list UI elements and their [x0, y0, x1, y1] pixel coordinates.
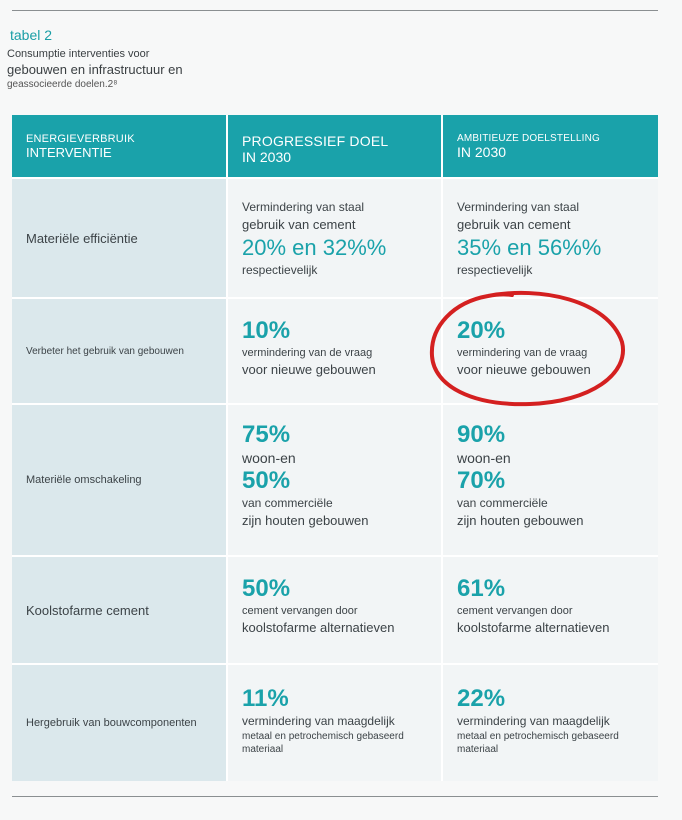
header-intervention-line2: INTERVENTIE	[26, 145, 112, 160]
header-ambitious-line2: IN 2030	[457, 144, 507, 160]
cell-text-1: Vermindering van staal	[457, 200, 580, 214]
cell-text-1: Vermindering van staal	[242, 200, 365, 214]
red-circle-annotation	[429, 290, 626, 407]
bottom-divider	[12, 796, 658, 797]
cell-value: 20%	[457, 317, 506, 344]
cell-value: 10%	[242, 317, 291, 344]
header-progressive-line1: PROGRESSIEF DOEL	[242, 133, 389, 149]
row-label-material-switch: Materiële omschakeling	[12, 405, 226, 555]
cell-text-1: vermindering van de vraag	[242, 347, 373, 359]
cell-material-switch-ambitious: 90% woon-en 70% van commerciële zijn hou…	[443, 405, 658, 555]
cell-text-1: woon-en	[457, 450, 511, 466]
cell-text-1: vermindering van de vraag	[457, 347, 588, 359]
caption-line-1: Consumptie interventies voor	[7, 48, 150, 60]
header-intervention-line1: ENERGIEVERBRUIK	[26, 133, 135, 145]
cell-text-2: van commerciële	[457, 496, 548, 510]
cell-text-2: koolstofarme alternatieven	[457, 620, 610, 635]
header-ambitious: AMBITIEUZE DOELSTELLING IN 2030	[443, 115, 658, 177]
cell-text-3: respectievelijk	[457, 263, 533, 277]
cell-text-2: gebruik van cement	[242, 217, 356, 232]
cell-building-use-progressive: 10% vermindering van de vraag voor nieuw…	[228, 299, 441, 403]
cell-value-1: 90%	[457, 421, 506, 448]
cell-value: 35% en 56%%	[457, 235, 602, 260]
row-label-component-reuse: Hergebruik van bouwcomponenten	[12, 665, 226, 781]
cell-value: 20% en 32%%	[242, 235, 387, 260]
cell-value: 50%	[242, 575, 291, 602]
header-intervention: ENERGIEVERBRUIK INTERVENTIE	[12, 115, 226, 177]
cell-text-3: zijn houten gebouwen	[242, 513, 369, 528]
table-label: tabel 2	[10, 27, 53, 43]
cell-text-2: van commerciële	[242, 496, 333, 510]
cell-material-efficiency-progressive: Vermindering van staal gebruik van cemen…	[228, 179, 441, 297]
cell-value-2: 50%	[242, 467, 291, 494]
caption-line-3: geassocieerde doelen.2⁸	[7, 79, 118, 90]
caption-line-2: gebouwen en infrastructuur en	[7, 62, 183, 77]
cell-value: 61%	[457, 575, 506, 602]
cell-material-switch-progressive: 75% woon-en 50% van commerciële zijn hou…	[228, 405, 441, 555]
header-progressive-line2: IN 2030	[242, 149, 292, 165]
cell-low-carbon-cement-progressive: 50% cement vervangen door koolstofarme a…	[228, 557, 441, 663]
cell-component-reuse-progressive: 11% vermindering van maagdelijk metaal e…	[228, 665, 441, 781]
cell-value: 11%	[242, 685, 289, 712]
header-progressive: PROGRESSIEF DOEL IN 2030	[228, 115, 441, 177]
cell-low-carbon-cement-ambitious: 61% cement vervangen door koolstofarme a…	[443, 557, 658, 663]
cell-text-2: koolstofarme alternatieven	[242, 620, 395, 635]
cell-material-efficiency-ambitious: Vermindering van staal gebruik van cemen…	[443, 179, 658, 297]
cell-text-2: metaal en petrochemisch gebaseerd	[242, 731, 404, 742]
cell-text-3: materiaal	[242, 744, 284, 755]
cell-text-3: materiaal	[457, 744, 499, 755]
cell-text-3: zijn houten gebouwen	[457, 513, 584, 528]
consumption-table: ENERGIEVERBRUIK INTERVENTIE PROGRESSIEF …	[12, 115, 658, 781]
cell-value-2: 70%	[457, 467, 506, 494]
cell-text-1: vermindering van maagdelijk	[242, 714, 395, 728]
cell-text-1: woon-en	[242, 450, 296, 466]
cell-text-2: voor nieuwe gebouwen	[242, 362, 376, 377]
cell-text-1: vermindering van maagdelijk	[457, 714, 610, 728]
cell-text-2: metaal en petrochemisch gebaseerd	[457, 731, 619, 742]
table-caption: Consumptie interventies voor gebouwen en…	[7, 47, 227, 92]
cell-text-1: cement vervangen door	[457, 605, 573, 617]
row-label-low-carbon-cement: Koolstofarme cement	[12, 557, 226, 663]
cell-value: 22%	[457, 685, 506, 712]
cell-component-reuse-ambitious: 22% vermindering van maagdelijk metaal e…	[443, 665, 658, 781]
cell-text-2: voor nieuwe gebouwen	[457, 362, 591, 377]
header-ambitious-line1: AMBITIEUZE DOELSTELLING	[457, 133, 600, 144]
cell-text-2: gebruik van cement	[457, 217, 571, 232]
row-label-building-use: Verbeter het gebruik van gebouwen	[12, 299, 226, 403]
row-label-material-efficiency: Materiële efficiëntie	[12, 179, 226, 297]
cell-value-1: 75%	[242, 421, 291, 448]
top-divider	[12, 10, 658, 11]
cell-text-1: cement vervangen door	[242, 605, 358, 617]
cell-text-3: respectievelijk	[242, 263, 318, 277]
